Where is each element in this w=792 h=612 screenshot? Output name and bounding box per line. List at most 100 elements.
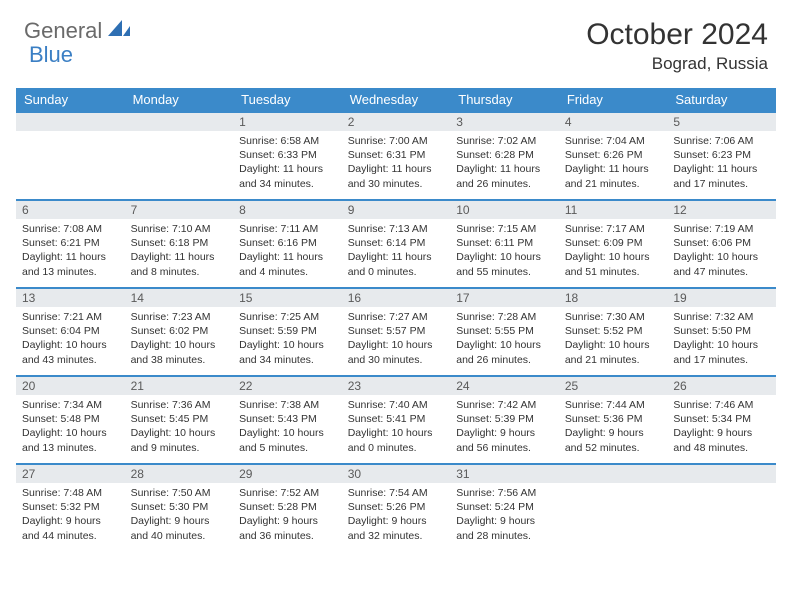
day-details: Sunrise: 7:56 AMSunset: 5:24 PMDaylight:… <box>450 483 559 547</box>
weekday-header: Thursday <box>450 88 559 112</box>
weekday-header: Friday <box>559 88 668 112</box>
day-number: 5 <box>667 113 776 131</box>
day-number: 15 <box>233 289 342 307</box>
day-number: 22 <box>233 377 342 395</box>
calendar-row: 1Sunrise: 6:58 AMSunset: 6:33 PMDaylight… <box>16 112 776 200</box>
logo: General <box>24 18 132 44</box>
day-cell: 10Sunrise: 7:15 AMSunset: 6:11 PMDayligh… <box>450 200 559 288</box>
day-details: Sunrise: 7:40 AMSunset: 5:41 PMDaylight:… <box>342 395 451 459</box>
day-details: Sunrise: 7:11 AMSunset: 6:16 PMDaylight:… <box>233 219 342 283</box>
day-cell: 17Sunrise: 7:28 AMSunset: 5:55 PMDayligh… <box>450 288 559 376</box>
day-cell: 19Sunrise: 7:32 AMSunset: 5:50 PMDayligh… <box>667 288 776 376</box>
logo-sail-icon <box>108 20 130 43</box>
day-details: Sunrise: 7:38 AMSunset: 5:43 PMDaylight:… <box>233 395 342 459</box>
day-number: 10 <box>450 201 559 219</box>
day-cell: 8Sunrise: 7:11 AMSunset: 6:16 PMDaylight… <box>233 200 342 288</box>
day-details: Sunrise: 7:42 AMSunset: 5:39 PMDaylight:… <box>450 395 559 459</box>
day-number: 20 <box>16 377 125 395</box>
day-cell: 21Sunrise: 7:36 AMSunset: 5:45 PMDayligh… <box>125 376 234 464</box>
empty-cell <box>559 464 668 552</box>
day-number: 16 <box>342 289 451 307</box>
day-number: 13 <box>16 289 125 307</box>
day-number: 31 <box>450 465 559 483</box>
day-cell: 2Sunrise: 7:00 AMSunset: 6:31 PMDaylight… <box>342 112 451 200</box>
day-cell: 6Sunrise: 7:08 AMSunset: 6:21 PMDaylight… <box>16 200 125 288</box>
day-number: 27 <box>16 465 125 483</box>
day-details: Sunrise: 6:58 AMSunset: 6:33 PMDaylight:… <box>233 131 342 195</box>
day-details: Sunrise: 7:25 AMSunset: 5:59 PMDaylight:… <box>233 307 342 371</box>
day-number: 12 <box>667 201 776 219</box>
day-details: Sunrise: 7:13 AMSunset: 6:14 PMDaylight:… <box>342 219 451 283</box>
day-details: Sunrise: 7:23 AMSunset: 6:02 PMDaylight:… <box>125 307 234 371</box>
day-details: Sunrise: 7:48 AMSunset: 5:32 PMDaylight:… <box>16 483 125 547</box>
day-number: 28 <box>125 465 234 483</box>
weekday-header: Sunday <box>16 88 125 112</box>
day-details: Sunrise: 7:10 AMSunset: 6:18 PMDaylight:… <box>125 219 234 283</box>
day-details: Sunrise: 7:02 AMSunset: 6:28 PMDaylight:… <box>450 131 559 195</box>
day-number: 24 <box>450 377 559 395</box>
day-number: 6 <box>16 201 125 219</box>
day-cell: 1Sunrise: 6:58 AMSunset: 6:33 PMDaylight… <box>233 112 342 200</box>
weekday-header: Monday <box>125 88 234 112</box>
day-details: Sunrise: 7:27 AMSunset: 5:57 PMDaylight:… <box>342 307 451 371</box>
day-details: Sunrise: 7:46 AMSunset: 5:34 PMDaylight:… <box>667 395 776 459</box>
day-number: 3 <box>450 113 559 131</box>
day-details: Sunrise: 7:36 AMSunset: 5:45 PMDaylight:… <box>125 395 234 459</box>
day-number: 18 <box>559 289 668 307</box>
day-number: 19 <box>667 289 776 307</box>
day-details: Sunrise: 7:19 AMSunset: 6:06 PMDaylight:… <box>667 219 776 283</box>
title-block: October 2024 Bograd, Russia <box>586 18 768 74</box>
day-details: Sunrise: 7:30 AMSunset: 5:52 PMDaylight:… <box>559 307 668 371</box>
day-number: 29 <box>233 465 342 483</box>
weekday-header-row: SundayMondayTuesdayWednesdayThursdayFrid… <box>16 88 776 112</box>
page-header: General October 2024 Bograd, Russia <box>0 0 792 82</box>
day-cell: 20Sunrise: 7:34 AMSunset: 5:48 PMDayligh… <box>16 376 125 464</box>
day-number: 21 <box>125 377 234 395</box>
day-cell: 15Sunrise: 7:25 AMSunset: 5:59 PMDayligh… <box>233 288 342 376</box>
day-cell: 3Sunrise: 7:02 AMSunset: 6:28 PMDaylight… <box>450 112 559 200</box>
calendar-row: 20Sunrise: 7:34 AMSunset: 5:48 PMDayligh… <box>16 376 776 464</box>
day-number: 9 <box>342 201 451 219</box>
empty-cell <box>667 464 776 552</box>
day-cell: 12Sunrise: 7:19 AMSunset: 6:06 PMDayligh… <box>667 200 776 288</box>
day-number: 25 <box>559 377 668 395</box>
day-cell: 22Sunrise: 7:38 AMSunset: 5:43 PMDayligh… <box>233 376 342 464</box>
day-cell: 16Sunrise: 7:27 AMSunset: 5:57 PMDayligh… <box>342 288 451 376</box>
calendar-body: 1Sunrise: 6:58 AMSunset: 6:33 PMDaylight… <box>16 112 776 552</box>
day-details: Sunrise: 7:08 AMSunset: 6:21 PMDaylight:… <box>16 219 125 283</box>
day-cell: 30Sunrise: 7:54 AMSunset: 5:26 PMDayligh… <box>342 464 451 552</box>
day-cell: 13Sunrise: 7:21 AMSunset: 6:04 PMDayligh… <box>16 288 125 376</box>
day-cell: 5Sunrise: 7:06 AMSunset: 6:23 PMDaylight… <box>667 112 776 200</box>
day-details: Sunrise: 7:52 AMSunset: 5:28 PMDaylight:… <box>233 483 342 547</box>
logo-text-general: General <box>24 18 102 44</box>
day-details: Sunrise: 7:44 AMSunset: 5:36 PMDaylight:… <box>559 395 668 459</box>
calendar-row: 6Sunrise: 7:08 AMSunset: 6:21 PMDaylight… <box>16 200 776 288</box>
day-details: Sunrise: 7:21 AMSunset: 6:04 PMDaylight:… <box>16 307 125 371</box>
day-cell: 18Sunrise: 7:30 AMSunset: 5:52 PMDayligh… <box>559 288 668 376</box>
day-details: Sunrise: 7:28 AMSunset: 5:55 PMDaylight:… <box>450 307 559 371</box>
day-number: 14 <box>125 289 234 307</box>
day-number: 4 <box>559 113 668 131</box>
day-cell: 25Sunrise: 7:44 AMSunset: 5:36 PMDayligh… <box>559 376 668 464</box>
day-number: 30 <box>342 465 451 483</box>
day-cell: 14Sunrise: 7:23 AMSunset: 6:02 PMDayligh… <box>125 288 234 376</box>
day-details: Sunrise: 7:04 AMSunset: 6:26 PMDaylight:… <box>559 131 668 195</box>
day-details: Sunrise: 7:50 AMSunset: 5:30 PMDaylight:… <box>125 483 234 547</box>
day-cell: 24Sunrise: 7:42 AMSunset: 5:39 PMDayligh… <box>450 376 559 464</box>
day-cell: 29Sunrise: 7:52 AMSunset: 5:28 PMDayligh… <box>233 464 342 552</box>
location-label: Bograd, Russia <box>586 54 768 74</box>
month-title: October 2024 <box>586 18 768 52</box>
weekday-header: Tuesday <box>233 88 342 112</box>
empty-cell <box>16 112 125 200</box>
calendar-table: SundayMondayTuesdayWednesdayThursdayFrid… <box>16 88 776 552</box>
day-details: Sunrise: 7:17 AMSunset: 6:09 PMDaylight:… <box>559 219 668 283</box>
day-number: 23 <box>342 377 451 395</box>
day-number: 11 <box>559 201 668 219</box>
day-cell: 9Sunrise: 7:13 AMSunset: 6:14 PMDaylight… <box>342 200 451 288</box>
day-details: Sunrise: 7:34 AMSunset: 5:48 PMDaylight:… <box>16 395 125 459</box>
day-cell: 23Sunrise: 7:40 AMSunset: 5:41 PMDayligh… <box>342 376 451 464</box>
day-cell: 11Sunrise: 7:17 AMSunset: 6:09 PMDayligh… <box>559 200 668 288</box>
day-cell: 7Sunrise: 7:10 AMSunset: 6:18 PMDaylight… <box>125 200 234 288</box>
day-cell: 27Sunrise: 7:48 AMSunset: 5:32 PMDayligh… <box>16 464 125 552</box>
day-details: Sunrise: 7:15 AMSunset: 6:11 PMDaylight:… <box>450 219 559 283</box>
